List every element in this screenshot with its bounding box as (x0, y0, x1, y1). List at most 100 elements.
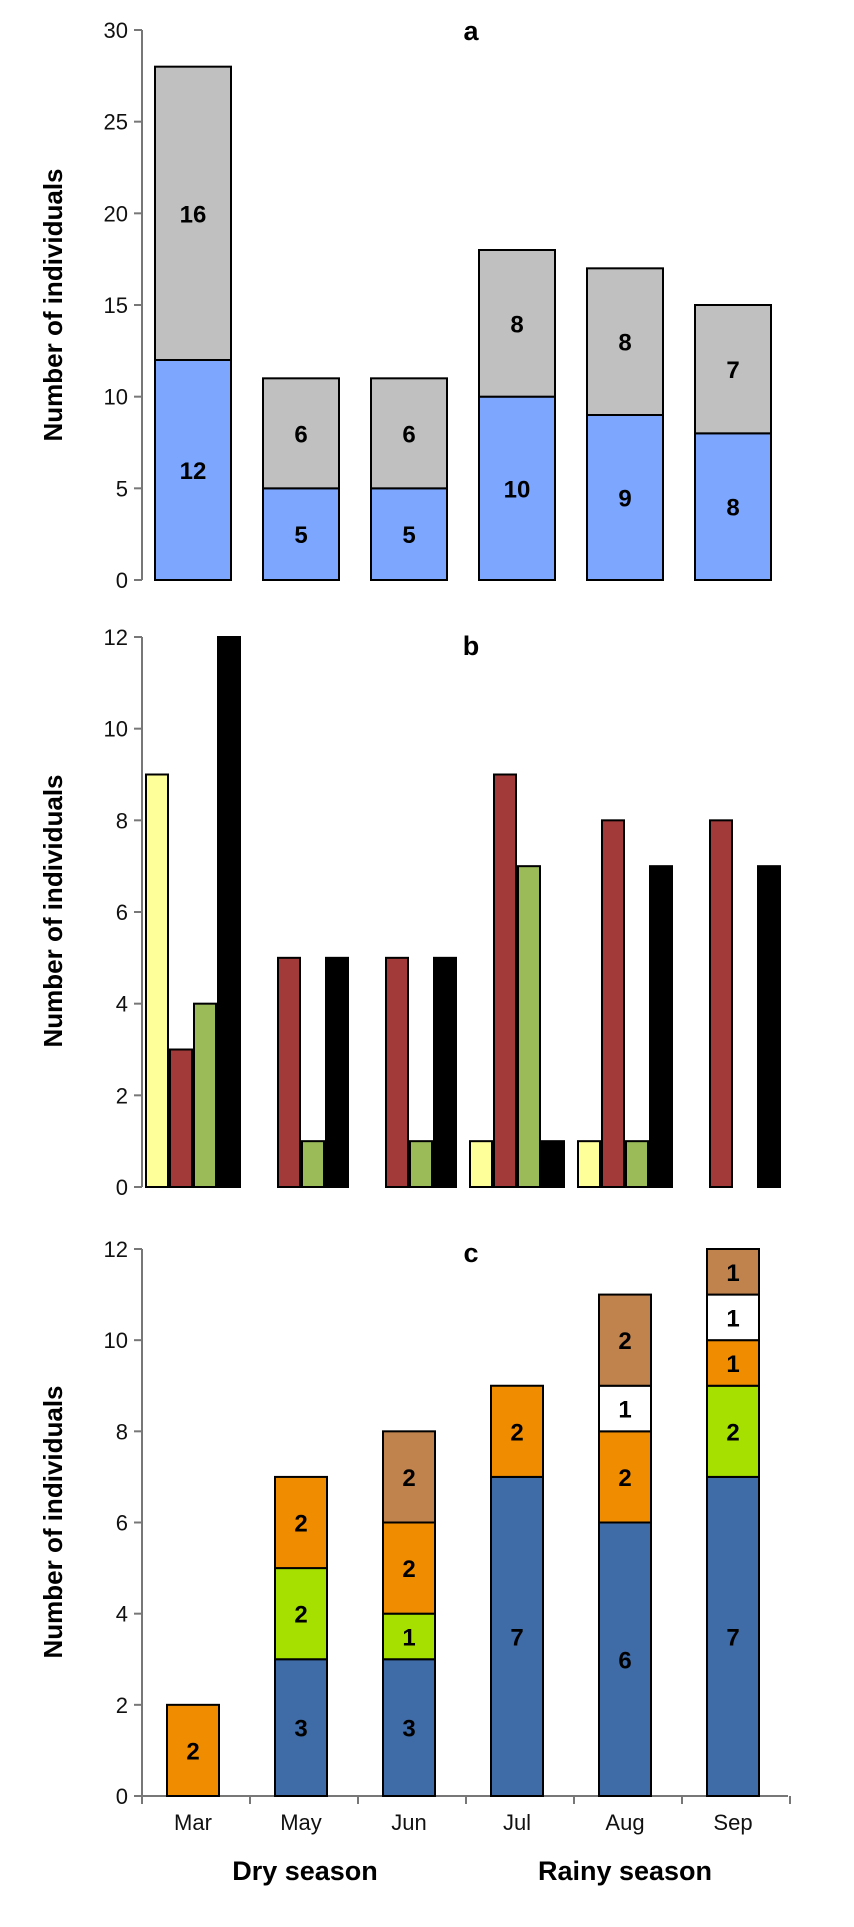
x-tick-label: May (280, 1810, 322, 1835)
data-label: 1 (618, 1397, 631, 1424)
bar (649, 865, 673, 1189)
data-label: 5 (294, 522, 307, 549)
bar-segment (274, 1475, 328, 1570)
y-tick-label: 6 (116, 1511, 128, 1536)
y-tick-label: 10 (104, 717, 128, 742)
bar (625, 1140, 649, 1188)
y-axis-title: Number of individuals (38, 1385, 68, 1658)
y-tick-label: 12 (104, 625, 128, 650)
bar-segment (382, 1658, 436, 1797)
data-label: 3 (402, 1716, 415, 1743)
bar-segment (370, 487, 448, 582)
y-tick-label: 12 (104, 1237, 128, 1262)
y-tick-label: 10 (104, 1328, 128, 1353)
bar-segment (262, 377, 340, 490)
data-label: 2 (618, 1328, 631, 1355)
data-label: 7 (510, 1624, 523, 1651)
bar-segment (598, 1521, 652, 1797)
x-tick-label: Jun (391, 1810, 426, 1835)
y-tick-label: 6 (116, 900, 128, 925)
bar (433, 956, 457, 1188)
y-tick-label: 0 (116, 568, 128, 593)
y-axis-title: Number of individuals (38, 774, 68, 1047)
bar (385, 956, 409, 1188)
panel-letter: b (463, 631, 480, 661)
bar-segment (382, 1430, 436, 1524)
data-label: 1 (726, 1305, 739, 1332)
data-label: 16 (180, 201, 207, 228)
bar-segment (694, 304, 772, 435)
bar-segment (382, 1521, 436, 1615)
bar-segment (370, 377, 448, 490)
y-tick-label: 2 (116, 1083, 128, 1108)
panel-letter: c (463, 1238, 478, 1268)
rainy-season-label: Rainy season (538, 1856, 712, 1886)
data-label: 1 (726, 1351, 739, 1378)
data-label: 7 (726, 357, 739, 384)
bar (541, 1140, 565, 1188)
y-tick-label: 5 (116, 476, 128, 501)
x-tick-label: Jul (503, 1810, 531, 1835)
dry-season-label: Dry season (232, 1856, 378, 1886)
bar-segment (706, 1248, 760, 1296)
bar (301, 1140, 325, 1188)
bar-segment (694, 432, 772, 582)
bar (277, 956, 301, 1188)
data-label: 7 (726, 1624, 739, 1651)
y-tick-label: 20 (104, 201, 128, 226)
data-label: 9 (618, 486, 631, 513)
data-label: 8 (618, 330, 631, 357)
x-tick-label: Aug (605, 1810, 644, 1835)
bar-segment (598, 1430, 652, 1524)
data-label: 2 (402, 1465, 415, 1492)
bar-segment (154, 65, 232, 362)
bar-segment (490, 1384, 544, 1478)
bar-segment (586, 267, 664, 417)
bar (325, 956, 349, 1188)
y-tick-label: 4 (116, 1602, 128, 1627)
y-tick-label: 8 (116, 1419, 128, 1444)
panel-a-chart: 0 5 10 15 20 25 30 Number of individuals a 12 16 5 6… (38, 16, 772, 593)
bar-segment (478, 249, 556, 398)
data-label: 10 (504, 476, 531, 503)
bar-segment (154, 359, 232, 581)
bar (469, 1140, 493, 1188)
bar (193, 1002, 217, 1189)
data-label: 6 (294, 421, 307, 448)
y-tick-label: 8 (116, 808, 128, 833)
data-label: 1 (726, 1260, 739, 1287)
bar-segment (274, 1567, 328, 1661)
y-tick-label: 25 (104, 110, 128, 135)
bar-segment (706, 1384, 760, 1478)
bar (577, 1140, 601, 1188)
data-label: 6 (402, 421, 415, 448)
panel-letter: a (463, 16, 479, 46)
y-axis-title: Number of individuals (38, 168, 68, 441)
bar (409, 1140, 433, 1188)
bar (217, 636, 241, 1188)
data-label: 2 (618, 1465, 631, 1492)
x-tick-label: Sep (713, 1810, 752, 1835)
data-label: 6 (618, 1647, 631, 1674)
bar (169, 1048, 193, 1188)
bar-segment (586, 414, 664, 581)
y-tick-label: 30 (104, 18, 128, 43)
y-tick-label: 0 (116, 1784, 128, 1809)
bar-segment (598, 1293, 652, 1387)
bar (709, 819, 733, 1188)
y-tick-label: 15 (104, 293, 128, 318)
data-label: 5 (402, 522, 415, 549)
bar-segment (706, 1339, 760, 1387)
bar-segment (598, 1384, 652, 1433)
data-label: 2 (402, 1556, 415, 1583)
data-label: 2 (294, 1602, 307, 1629)
y-tick-label: 10 (104, 385, 128, 410)
bar (493, 773, 517, 1188)
data-label: 1 (402, 1624, 415, 1651)
data-label: 8 (726, 495, 739, 522)
data-label: 8 (510, 311, 523, 338)
data-label: 3 (294, 1716, 307, 1743)
data-label: 2 (186, 1738, 199, 1765)
